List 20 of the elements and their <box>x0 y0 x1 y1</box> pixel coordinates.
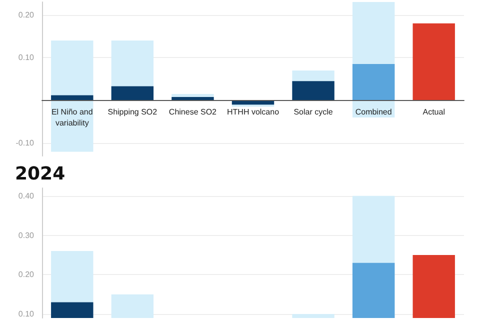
x-tick-label: HTHH volcano <box>226 107 280 116</box>
x-tick-label: Chinese SO2 <box>168 107 218 116</box>
y-tick-label: 0.10 <box>18 310 35 319</box>
x-tick-label: Solar cycle <box>294 107 334 116</box>
x-tick-label: Actual <box>422 107 446 116</box>
y-tick-label: 0.10 <box>18 53 35 62</box>
x-tick-label: Shipping SO2 <box>108 107 158 116</box>
bar <box>352 64 395 100</box>
chart-title: 2024 <box>15 164 66 184</box>
bar <box>412 23 455 100</box>
y-tick-label: 0.30 <box>18 230 35 240</box>
x-tick-label: El Niño and variability <box>51 107 93 128</box>
x-tick-label: Combined <box>355 107 392 116</box>
y-tick-label: 0.40 <box>18 191 35 200</box>
bar <box>292 81 334 100</box>
y-tick-label: 0.20 <box>18 10 35 20</box>
y-tick-label: -0.10 <box>16 138 35 148</box>
bar <box>111 86 154 100</box>
y-tick-label: 0.20 <box>18 270 35 280</box>
bar <box>51 40 94 152</box>
